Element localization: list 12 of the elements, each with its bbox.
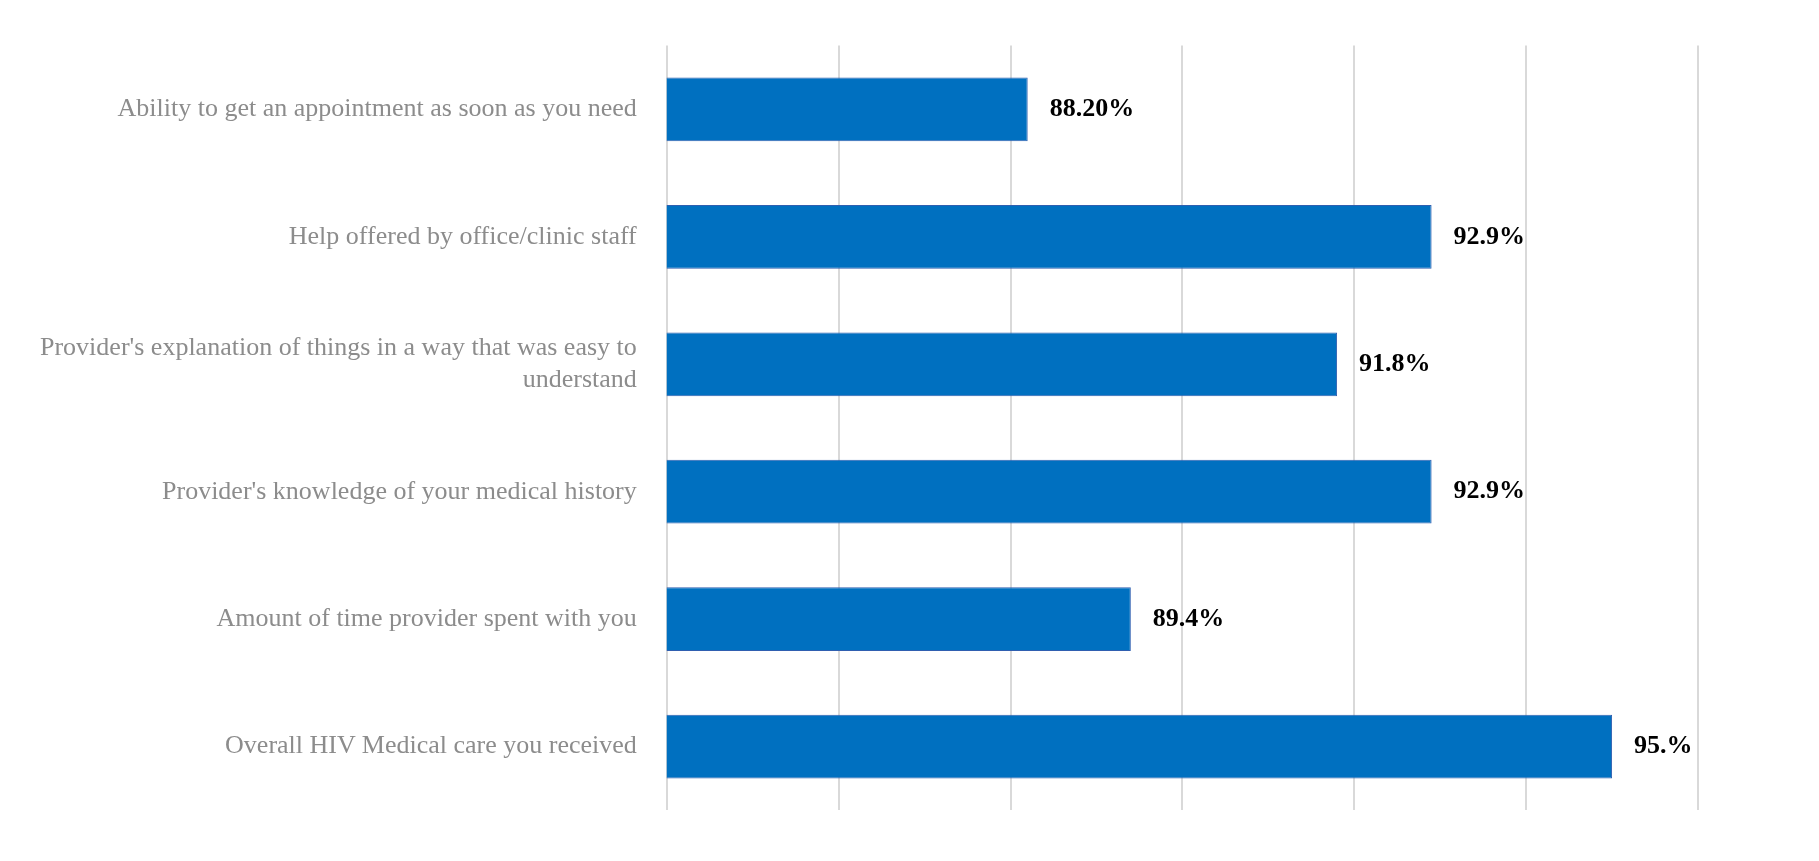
- data-label: 95.%: [1634, 730, 1693, 760]
- data-label: 91.8%: [1359, 347, 1431, 377]
- y-tick-label: Overall HIV Medical care you received: [225, 730, 637, 760]
- data-label: 89.4%: [1152, 602, 1225, 632]
- y-tick-label: Help offered by office/clinic staff: [288, 220, 638, 250]
- y-tick-label: Provider's explanation of things in a way that was easy to understand: [40, 332, 637, 393]
- y-tick-label: Amount of time provider spent with you: [216, 603, 637, 633]
- data-label: 88.20%: [1049, 93, 1135, 123]
- data-label: 92.9%: [1453, 220, 1526, 250]
- y-tick-label: Ability to get an appointment as soon as you need: [117, 93, 637, 123]
- data-label: 92.9%: [1453, 475, 1526, 505]
- y-tick-label: Provider's knowledge of your medical history: [162, 475, 637, 505]
